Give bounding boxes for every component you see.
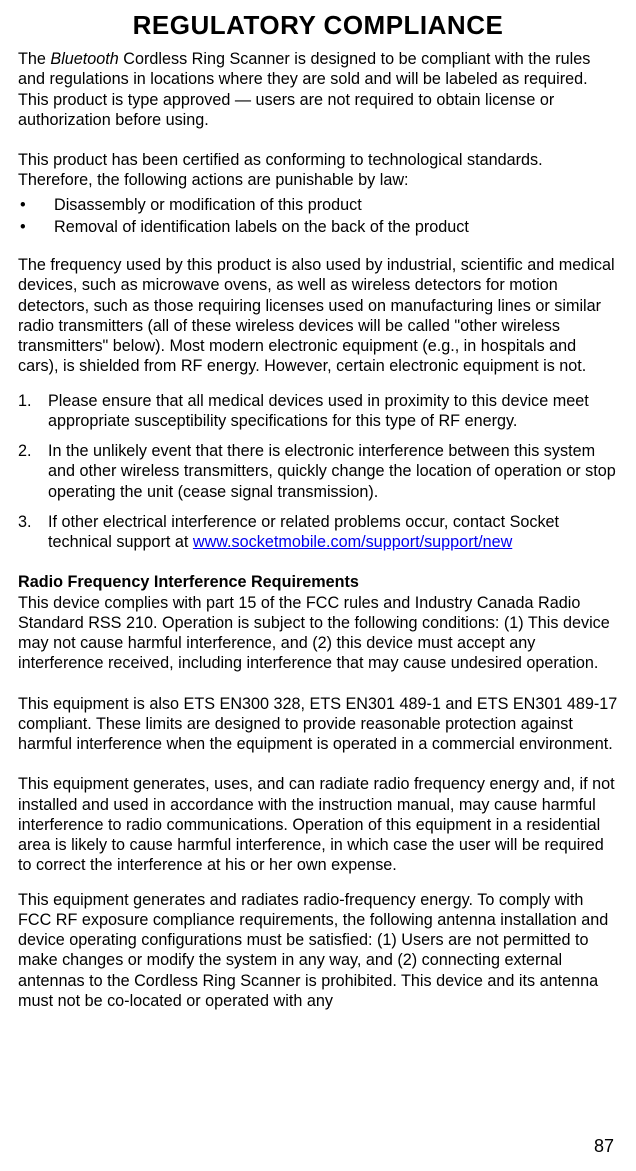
page-number: 87: [594, 1136, 614, 1157]
prohibited-actions-list: Disassembly or modification of this prod…: [18, 195, 618, 238]
certification-paragraph: This product has been certified as confo…: [18, 150, 618, 191]
list-item: In the unlikely event that there is elec…: [18, 441, 618, 502]
product-name-italic: Bluetooth: [50, 50, 118, 68]
list-item: If other electrical interference or rela…: [18, 512, 618, 553]
rf-heading: Radio Frequency Interference Requirement…: [18, 572, 618, 592]
list-item: Disassembly or modification of this prod…: [18, 195, 618, 215]
page-title: REGULATORY COMPLIANCE: [18, 10, 618, 41]
rf-paragraph-1: This device complies with part 15 of the…: [18, 593, 618, 674]
intro-paragraph: The Bluetooth Cordless Ring Scanner is d…: [18, 49, 618, 130]
rf-paragraph-3: This equipment generates, uses, and can …: [18, 774, 618, 875]
support-link[interactable]: www.socketmobile.com/support/support/new: [193, 533, 512, 551]
rf-paragraph-4: This equipment generates and radiates ra…: [18, 890, 618, 1012]
list-item: Please ensure that all medical devices u…: [18, 391, 618, 432]
list-item: Removal of identification labels on the …: [18, 217, 618, 237]
frequency-paragraph: The frequency used by this product is al…: [18, 255, 618, 377]
intro-prefix: The: [18, 50, 50, 68]
numbered-precautions-list: Please ensure that all medical devices u…: [18, 391, 618, 553]
rf-paragraph-2: This equipment is also ETS EN300 328, ET…: [18, 694, 618, 755]
